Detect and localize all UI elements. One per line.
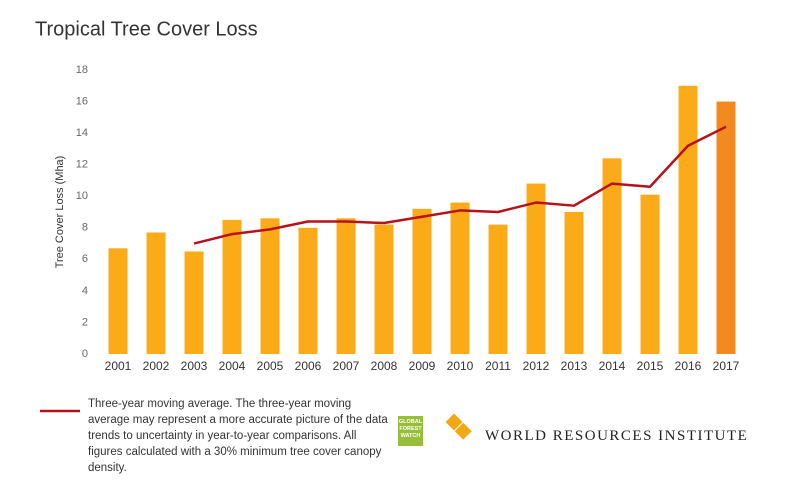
legend-entry: Three-year moving average. [88, 398, 233, 410]
x-tick-label: 2004 [219, 359, 246, 373]
bar [602, 158, 622, 354]
wri-logo-icon [445, 413, 472, 440]
bar [716, 101, 736, 354]
bar [298, 227, 318, 354]
y-tick-label: 14 [76, 127, 88, 139]
x-tick-label: 2008 [371, 359, 398, 373]
bar [640, 194, 660, 354]
line [193, 125, 727, 245]
bar [184, 251, 204, 354]
y-tick-label: 18 [76, 64, 88, 76]
bar [564, 212, 584, 354]
bar [450, 202, 470, 354]
bar [222, 219, 242, 354]
x-tick-label: 2015 [637, 359, 664, 373]
y-tick-label: 6 [82, 253, 88, 265]
y-tick-label: 10 [76, 190, 88, 202]
bar [146, 232, 166, 354]
y-tick-label: 2 [82, 316, 88, 328]
bar [374, 224, 394, 354]
bar [488, 224, 508, 354]
bar [412, 208, 432, 354]
legend-note: The three-year moving average may repres… [88, 398, 388, 474]
x-tick-label: 2010 [447, 359, 474, 373]
chart-title: Tropical Tree Cover Loss [35, 18, 258, 40]
x-tick-label: 2003 [181, 359, 208, 373]
y-tick-label: 12 [76, 159, 88, 171]
x-tick-label: 2014 [599, 359, 626, 373]
wri-logo: WORLD RESOURCES INSTITUTE [485, 428, 749, 444]
x-tick-label: 2005 [257, 359, 284, 373]
bar [108, 248, 128, 354]
x-tick-label: 2009 [409, 359, 436, 373]
x-tick-label: 2007 [333, 359, 360, 373]
y-axis-label: Tree Cover Loss (Mha) [54, 156, 66, 269]
x-tick-label: 2016 [675, 359, 702, 373]
y-tick-label: 4 [82, 285, 88, 297]
legend: Three-year moving average. The three-yea… [88, 396, 388, 476]
x-tick-label: 2001 [105, 359, 132, 373]
x-tick-label: 2006 [295, 359, 322, 373]
bar [336, 218, 356, 354]
y-tick-label: 0 [82, 348, 88, 360]
x-tick-label: 2002 [143, 359, 170, 373]
x-tick-label: 2011 [485, 359, 511, 373]
bar [526, 183, 546, 354]
y-tick-label: 8 [82, 222, 88, 234]
bar [678, 85, 698, 355]
bar [260, 218, 280, 354]
gfw-logo: GLOBAL FOREST WATCH [398, 416, 423, 446]
x-tick-label: 2017 [713, 359, 740, 373]
y-tick-label: 16 [76, 95, 88, 107]
x-tick-label: 2012 [523, 359, 550, 373]
x-tick-label: 2013 [561, 359, 588, 373]
